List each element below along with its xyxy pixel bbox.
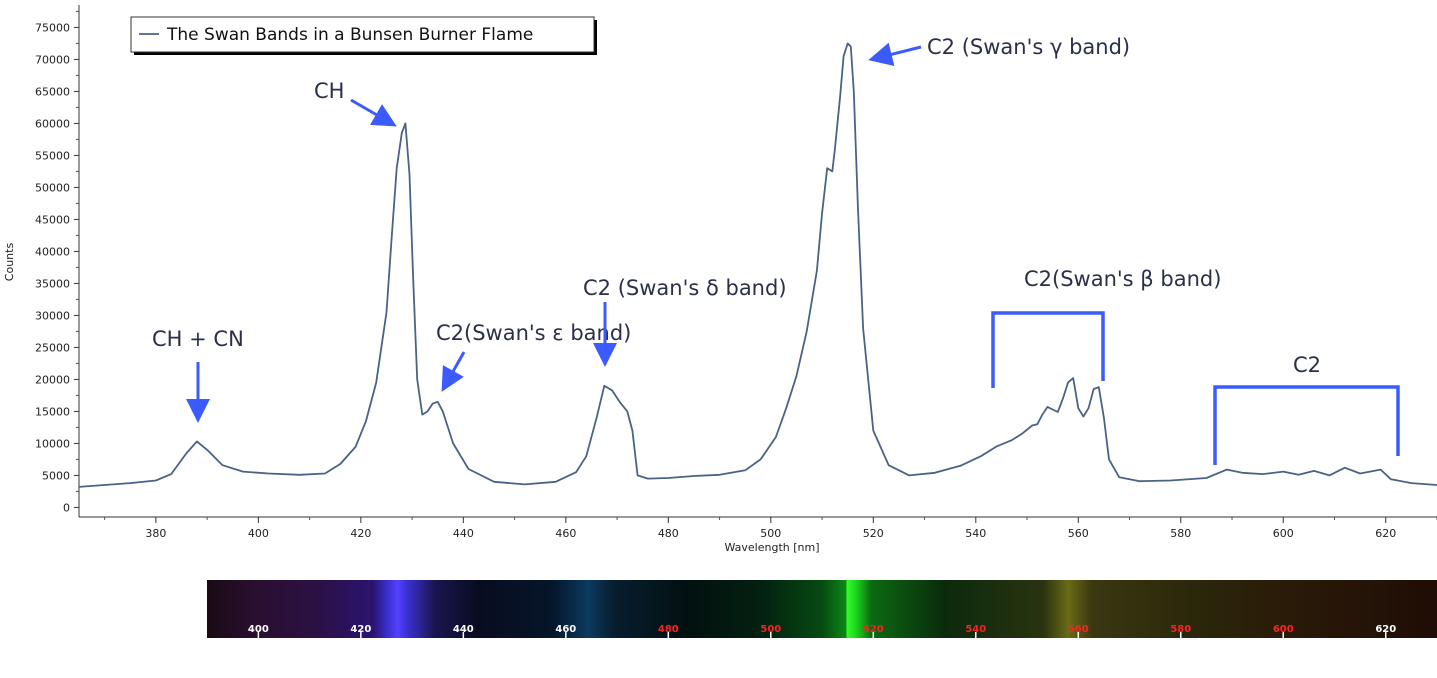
- y-tick-label: 50000: [35, 181, 70, 194]
- strip-tick-label: 620: [1375, 624, 1396, 635]
- strip-tick-label: 560: [1068, 624, 1089, 635]
- y-axis-ticks: 0 5000 10000 15000 20000 25000 30000 35000 40000…: [35, 10, 79, 514]
- bracket-c2: [1213, 385, 1400, 465]
- x-tick-label: 480: [658, 527, 679, 540]
- strip-tick-label: 540: [965, 624, 986, 635]
- strip-tick-label: 400: [248, 624, 269, 635]
- x-tick-label: 400: [248, 527, 269, 540]
- y-tick-label: 0: [63, 501, 70, 514]
- y-tick-label: 20000: [35, 373, 70, 386]
- y-axis-title: Counts: [3, 243, 16, 282]
- y-tick-label: 30000: [35, 309, 70, 322]
- arrow-ch: [350, 98, 397, 127]
- legend: The Swan Bands in a Bunsen Burner Flame: [130, 16, 597, 55]
- x-tick-label: 500: [760, 527, 781, 540]
- x-tick-label: 600: [1273, 527, 1294, 540]
- y-tick-label: 60000: [35, 117, 70, 130]
- x-tick-label: 520: [863, 527, 884, 540]
- y-tick-label: 70000: [35, 53, 70, 66]
- strip-tick-label: 420: [350, 624, 371, 635]
- series-line-swan-bands: [78, 42, 1437, 488]
- y-tick-label: 45000: [35, 213, 70, 226]
- strip-tick-label: 600: [1273, 624, 1294, 635]
- y-tick-label: 25000: [35, 341, 70, 354]
- strip-tick-label: 500: [760, 624, 781, 635]
- y-tick-label: 15000: [35, 405, 70, 418]
- strip-tick-label: 460: [555, 624, 576, 635]
- x-tick-label: 620: [1375, 527, 1396, 540]
- x-axis-ticks: 380 400 420 440 460 480 500 520 540 560 580 600 620: [104, 517, 1437, 540]
- x-tick-label: 580: [1170, 527, 1191, 540]
- annotation-ch: CH: [314, 79, 344, 103]
- annotation-ch-cn: CH + CN: [152, 327, 244, 351]
- x-tick-label: 460: [555, 527, 576, 540]
- annotation-c2-beta: C2(Swan's β band): [1024, 267, 1221, 291]
- annotations: CH + CN CH C2(Swan's ε band) C2 (Swan's …: [152, 35, 1400, 465]
- legend-box: [130, 16, 595, 53]
- strip-tick-label: 480: [658, 624, 679, 635]
- x-tick-label: 380: [145, 527, 166, 540]
- bracket-c2-beta: [991, 311, 1105, 388]
- y-tick-label: 55000: [35, 149, 70, 162]
- y-tick-label: 65000: [35, 85, 70, 98]
- spectrum-gradient: [207, 580, 1437, 638]
- x-tick-label: 560: [1068, 527, 1089, 540]
- legend-entry-label: The Swan Bands in a Bunsen Burner Flame: [166, 25, 533, 45]
- strip-tick-label: 440: [453, 624, 474, 635]
- spectrum-strip: 400 420 440 460 480 500 520 540 560 580 600 620: [207, 580, 1437, 638]
- strip-tick-label: 520: [863, 624, 884, 635]
- spectrum-strip-ticks: 400 420 440 460 480 500 520 540 560 580 600 620: [248, 624, 1396, 638]
- annotation-c2: C2: [1293, 353, 1321, 377]
- strip-tick-label: 580: [1170, 624, 1191, 635]
- y-tick-label: 10000: [35, 437, 70, 450]
- annotation-c2-epsilon: C2(Swan's ε band): [436, 321, 631, 345]
- x-tick-label: 540: [965, 527, 986, 540]
- plot-area: [78, 5, 1437, 518]
- arrow-c2-gamma: [868, 42, 922, 67]
- x-tick-label: 440: [453, 527, 474, 540]
- annotation-c2-delta: C2 (Swan's δ band): [583, 276, 787, 300]
- y-tick-label: 35000: [35, 277, 70, 290]
- arrow-c2-epsilon: [441, 351, 466, 392]
- y-tick-label: 5000: [42, 469, 70, 482]
- y-tick-label: 75000: [35, 21, 70, 34]
- y-tick-label: 40000: [35, 245, 70, 258]
- annotation-c2-gamma: C2 (Swan's γ band): [927, 35, 1130, 59]
- x-tick-label: 420: [350, 527, 371, 540]
- x-axis-title: Wavelength [nm]: [724, 541, 819, 554]
